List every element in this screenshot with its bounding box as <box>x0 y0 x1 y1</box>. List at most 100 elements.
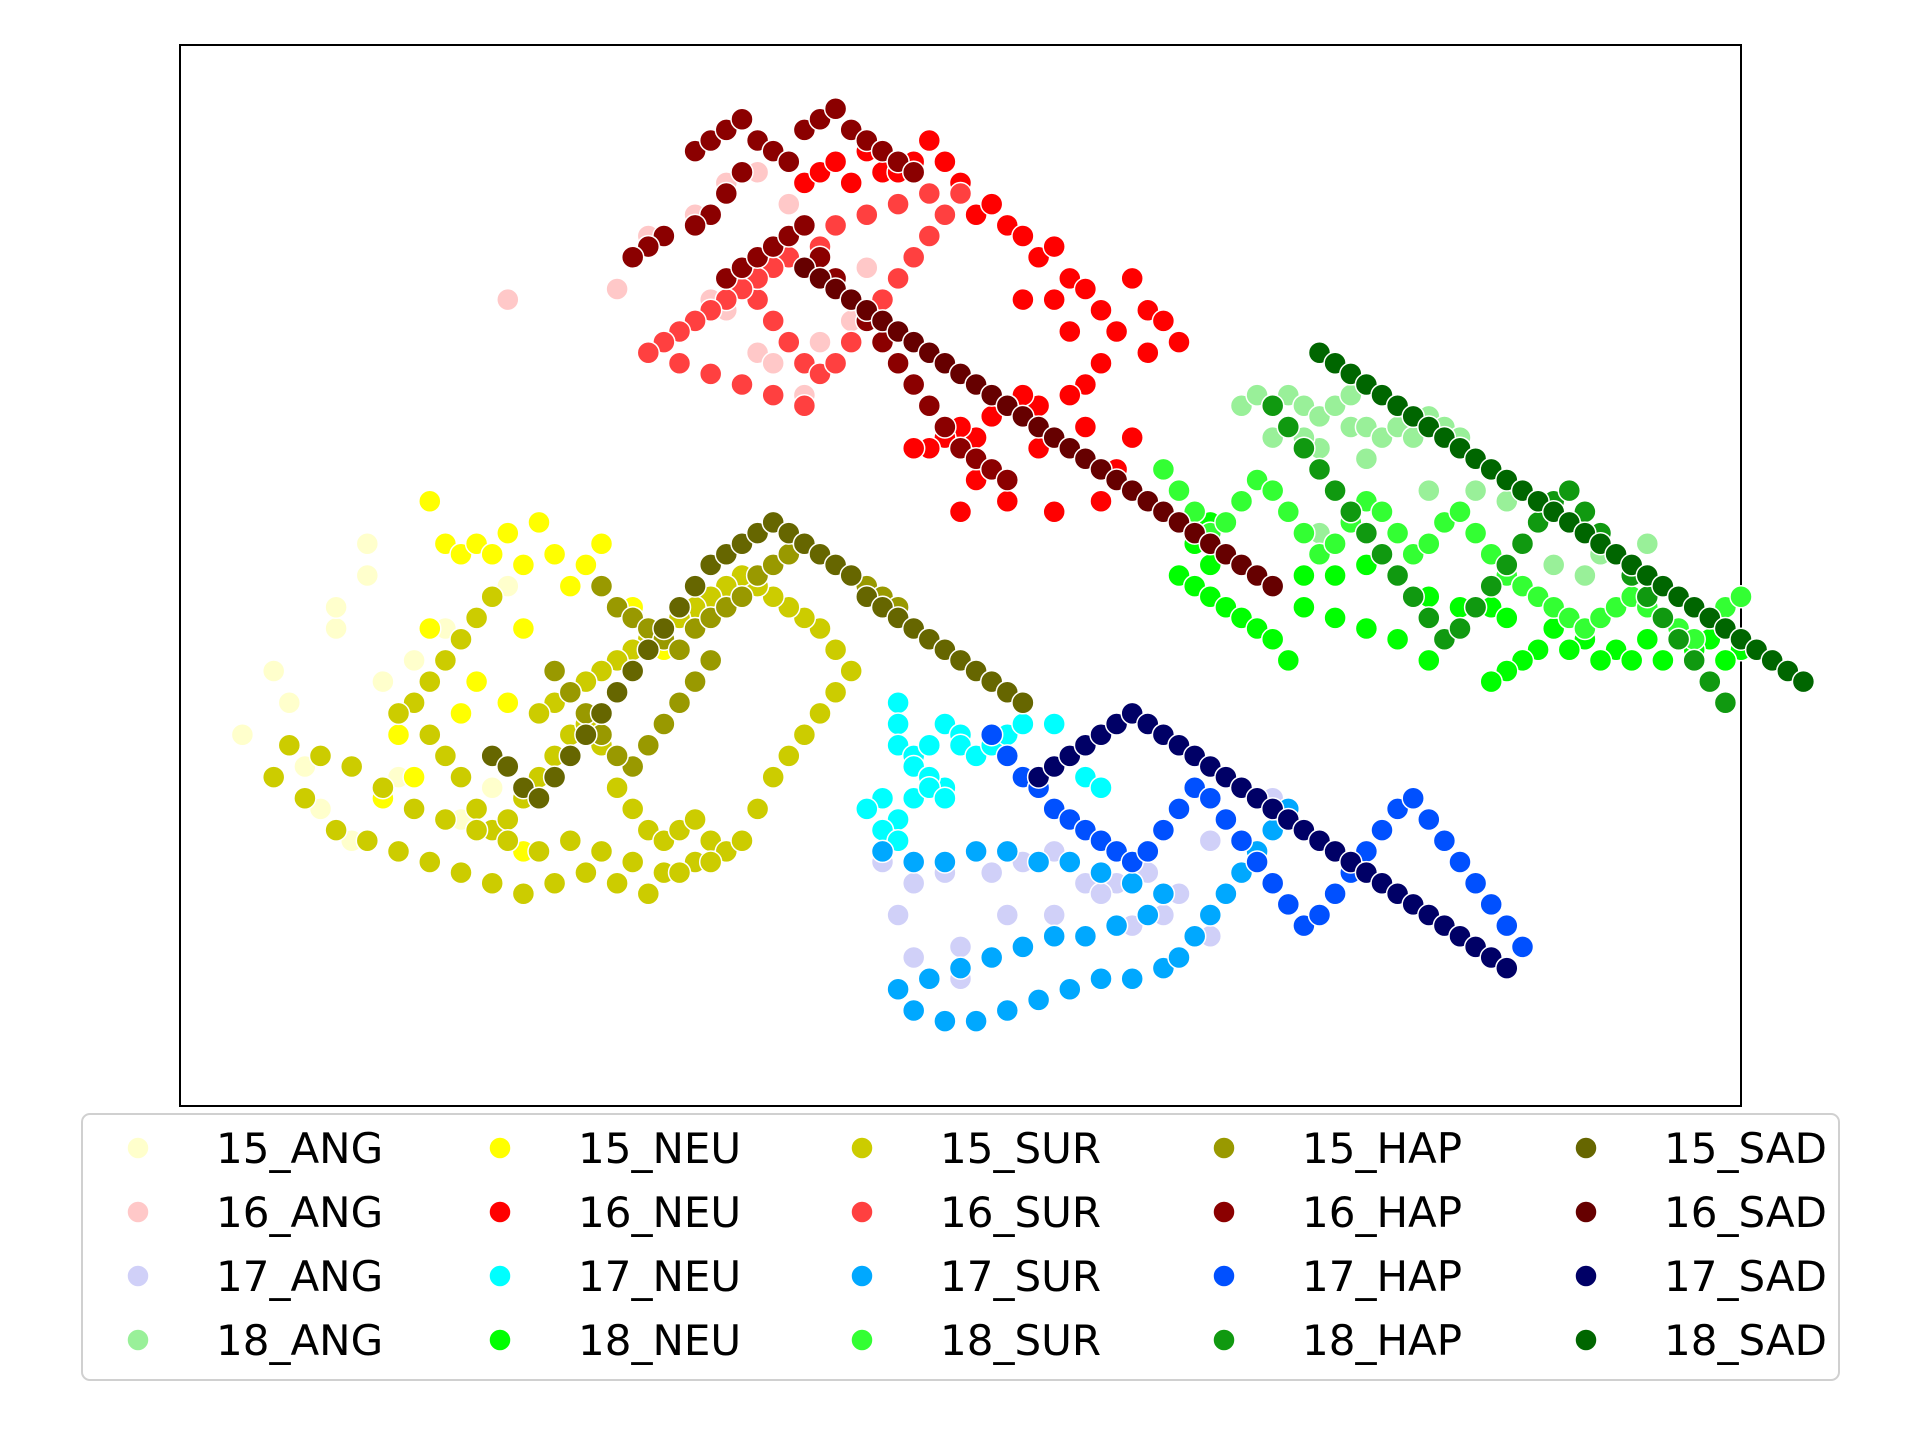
point-16_SUR-16 <box>855 203 879 227</box>
point-17_SUR-3 <box>964 839 988 864</box>
point-15_NEU-9 <box>574 553 598 577</box>
point-16_HAP-34 <box>901 372 926 397</box>
legend-marker-18_NEU <box>488 1328 512 1352</box>
point-17_HAP-33 <box>1495 913 1519 938</box>
point-18_HAP-0 <box>1260 393 1285 418</box>
legend-marker-16_HAP <box>1212 1200 1236 1224</box>
point-18_HAP-1 <box>1276 415 1301 439</box>
point-16_SUR-29 <box>667 351 692 376</box>
point-15_NEU-13 <box>511 616 536 641</box>
point-16_NEU-45 <box>948 500 973 524</box>
point-16_NEU-38 <box>1151 309 1176 333</box>
point-16_HAP-15 <box>730 160 754 185</box>
legend-item-15_NEU: 15_NEU <box>488 1124 741 1173</box>
point-15_NEU-11 <box>558 574 583 598</box>
point-18_SUR-7 <box>1260 478 1285 503</box>
point-16_HAP-14 <box>901 160 926 185</box>
legend-item-16_SUR: 16_SUR <box>850 1188 1101 1237</box>
point-16_NEU-47 <box>1042 500 1066 524</box>
legend-label-15_SUR: 15_SUR <box>940 1124 1101 1173</box>
point-16_NEU-33 <box>1042 287 1066 312</box>
point-17_SUR-16 <box>948 956 973 980</box>
point-15_ANG-4 <box>371 669 395 694</box>
point-15_SAD-34 <box>1011 691 1035 715</box>
point-18_SUR-37 <box>1729 584 1753 609</box>
point-18_NEU-38 <box>1292 595 1316 620</box>
point-16_ANG-6 <box>761 351 785 376</box>
point-17_ANG-3 <box>979 860 1004 885</box>
point-15_SAD-3 <box>527 786 551 811</box>
legend-label-15_NEU: 15_NEU <box>578 1124 741 1173</box>
point-15_SUR-36 <box>402 797 426 821</box>
point-15_ANG-6 <box>355 531 380 556</box>
point-16_SUR-1 <box>761 309 785 333</box>
point-15_SUR-35 <box>433 807 458 832</box>
point-15_HAP-21 <box>683 669 707 694</box>
point-18_SAD-31 <box>1791 669 1816 694</box>
point-15_HAP-29 <box>558 680 583 704</box>
legend-label-18_ANG: 18_ANG <box>216 1316 383 1365</box>
point-17_ANG-18 <box>1198 829 1223 853</box>
point-15_HAP-26 <box>605 744 629 768</box>
point-18_HAP-8 <box>1385 563 1410 588</box>
legend-item-17_SUR: 17_SUR <box>850 1252 1101 1301</box>
legend-marker-18_SUR <box>850 1328 874 1352</box>
point-15_SUR-31 <box>558 829 583 853</box>
point-15_SUR-60 <box>792 722 817 747</box>
point-15_NEU-0 <box>418 489 442 513</box>
point-15_SAD-1 <box>496 754 520 779</box>
point-15_SUR-38 <box>339 754 364 779</box>
legend-label-17_ANG: 17_ANG <box>216 1252 383 1301</box>
point-18_HAP-4 <box>1323 478 1347 503</box>
point-18_NEU-28 <box>1588 648 1613 673</box>
point-17_HAP-28 <box>1417 807 1441 832</box>
legend-item-18_NEU: 18_NEU <box>488 1316 741 1365</box>
point-15_SUR-39 <box>308 744 333 768</box>
point-17_SUR-20 <box>933 1009 957 1033</box>
point-17_HAP-29 <box>1432 829 1457 853</box>
point-15_SAD-11 <box>652 616 676 641</box>
point-17_SAD-30 <box>1495 956 1519 980</box>
point-17_SUR-25 <box>1089 966 1113 991</box>
point-17_HAP-22 <box>1323 882 1347 906</box>
legend-label-16_HAP: 16_HAP <box>1302 1188 1462 1237</box>
point-18_SUR-15 <box>1385 521 1410 545</box>
point-16_NEU-39 <box>1167 330 1191 354</box>
point-15_ANG-1 <box>277 691 302 715</box>
point-15_SUR-45 <box>386 839 411 864</box>
point-18_NEU-24 <box>1713 648 1738 673</box>
point-15_ANG-7 <box>324 595 348 620</box>
point-15_SUR-83 <box>527 701 551 726</box>
point-16_HAP-3 <box>730 107 754 132</box>
point-15_NEU-6 <box>511 553 536 577</box>
point-16_NEU-19 <box>1089 298 1113 323</box>
series-15_SAD <box>480 510 1035 811</box>
point-15_SAD-23 <box>839 563 863 588</box>
point-15_SUR-58 <box>761 765 785 789</box>
point-16_SUR-32 <box>761 383 785 407</box>
point-17_HAP-15 <box>1214 807 1238 832</box>
point-18_HAP-5 <box>1339 500 1363 524</box>
point-18_HAP-19 <box>1557 478 1582 503</box>
legend-label-17_HAP: 17_HAP <box>1302 1252 1462 1301</box>
point-17_SUR-24 <box>1058 977 1082 1002</box>
legend-marker-17_NEU <box>488 1264 512 1288</box>
point-15_SUR-8 <box>433 744 458 768</box>
point-15_SAD-8 <box>605 680 629 704</box>
point-18_NEU-6 <box>1260 627 1285 651</box>
legend-item-16_HAP: 16_HAP <box>1212 1188 1462 1237</box>
point-18_NEU-27 <box>1619 648 1644 673</box>
point-15_SUR-10 <box>464 797 489 821</box>
point-16_SUR-28 <box>636 340 661 365</box>
legend-label-18_NEU: 18_NEU <box>578 1316 741 1365</box>
point-16_HAP-33 <box>886 351 910 376</box>
point-15_SUR-12 <box>496 807 520 832</box>
point-17_HAP-27 <box>1401 786 1425 811</box>
point-16_NEU-35 <box>1058 319 1082 344</box>
point-18_NEU-10 <box>1323 563 1347 588</box>
legend-marker-15_SUR <box>850 1136 874 1160</box>
point-17_NEU-22 <box>1011 712 1035 736</box>
point-15_SUR-47 <box>449 860 473 885</box>
point-15_ANG-3 <box>355 563 380 588</box>
point-15_HAP-30 <box>542 659 567 683</box>
